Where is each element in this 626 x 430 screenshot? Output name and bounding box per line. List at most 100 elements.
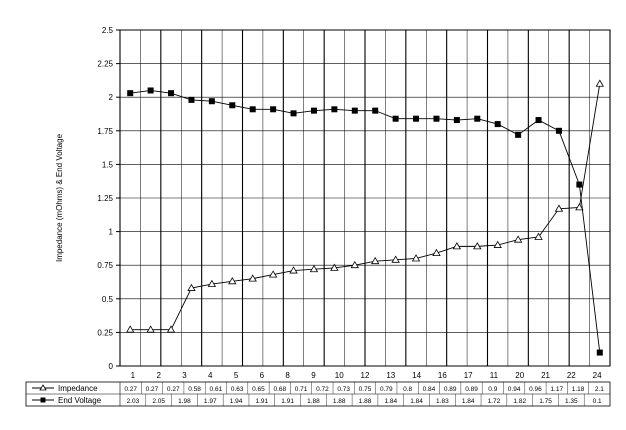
data-table-cell: 0.1 (593, 398, 602, 405)
data-table-cell: 0.89 (465, 386, 478, 393)
data-table-cell: 1.75 (539, 398, 552, 405)
x-tick-label: 6 (260, 371, 265, 380)
data-point-square (229, 102, 236, 109)
y-tick-label: 0 (109, 362, 114, 371)
data-point-triangle (350, 260, 359, 269)
data-table-cell: 0.9 (488, 386, 497, 393)
x-tick-label: 12 (361, 371, 370, 380)
data-table-cell: 0.27 (124, 386, 137, 393)
data-point-square (168, 90, 175, 97)
data-point-triangle (473, 242, 482, 250)
x-tick-label: 24 (593, 371, 602, 380)
data-point-square (270, 106, 277, 113)
data-point-triangle (534, 232, 543, 240)
data-table-cell: 0.61 (210, 386, 223, 393)
data-table-cell: 1.17 (550, 386, 563, 393)
y-tick-label: 1.5 (102, 160, 114, 169)
series-line (130, 83, 601, 331)
y-axis-label: Impedance (mOhms) & End Voltage (55, 133, 64, 262)
x-tick-label: 20 (515, 371, 524, 380)
series-line (130, 90, 601, 353)
data-table-cell: 1.18 (572, 386, 585, 393)
legend-label: End Voltage (58, 396, 102, 405)
data-point-triangle (126, 325, 135, 333)
data-point-triangle (493, 240, 502, 248)
y-tick-label: 1.75 (97, 127, 113, 136)
data-point-square (310, 107, 317, 114)
data-point-triangle (146, 325, 155, 333)
data-table-cell: 1.83 (436, 398, 449, 405)
data-point-triangle (432, 248, 441, 257)
data-point-square (351, 107, 358, 114)
x-tick-label: 17 (464, 371, 473, 380)
y-tick-label: 0.5 (102, 295, 114, 304)
data-point-triangle (268, 270, 278, 278)
data-point-square (474, 115, 481, 122)
data-table-cell: 2.1 (595, 386, 604, 393)
data-table-cell: 0.58 (188, 386, 201, 393)
y-tick-label: 2.5 (102, 26, 114, 35)
data-point-triangle (554, 204, 564, 212)
x-tick-label: 8 (285, 371, 290, 380)
data-table-cell: 2.03 (127, 398, 140, 405)
legend-marker-triangle (39, 384, 47, 391)
data-table-cell: 0.63 (231, 386, 244, 393)
data-point-triangle (330, 263, 339, 271)
x-tick-label: 21 (541, 371, 550, 380)
x-tick-label: 16 (438, 371, 447, 380)
data-table-cell: 1.97 (204, 398, 217, 405)
x-tick-label: 4 (208, 371, 213, 380)
data-point-square (555, 127, 562, 134)
data-point-square (147, 87, 154, 94)
x-tick-label: 13 (386, 371, 395, 380)
data-table-cell: 0.73 (337, 386, 350, 393)
x-tick-label: 1 (131, 371, 136, 380)
x-tick-label: 22 (567, 371, 576, 380)
data-point-square (515, 131, 522, 138)
data-table-cell: 0.79 (380, 386, 393, 393)
x-tick-label: 11 (490, 371, 499, 380)
y-tick-label: 2 (109, 93, 114, 102)
data-point-triangle (575, 203, 584, 211)
data-point-triangle (371, 256, 380, 265)
data-point-square (331, 106, 338, 113)
data-table-cell: 0.96 (529, 386, 542, 393)
data-table-cell: 0.72 (316, 386, 329, 393)
data-table-cell: 1.84 (462, 398, 475, 405)
data-table-cell: 1.88 (359, 398, 372, 405)
data-table-cell: 1.88 (307, 398, 320, 405)
legend-label: Impedance (58, 384, 98, 393)
data-table-cell: 2.05 (152, 398, 165, 405)
data-point-triangle (411, 254, 421, 262)
data-table-cell: 1.82 (513, 398, 526, 405)
data-point-triangle (309, 264, 319, 273)
data-point-square (453, 117, 460, 124)
data-table-cell: 1.91 (281, 398, 294, 405)
data-table-cell: 0.27 (146, 386, 159, 393)
data-point-triangle (595, 79, 604, 87)
x-tick-label: 14 (412, 371, 421, 380)
data-point-square (290, 110, 297, 117)
data-point-square (372, 107, 379, 114)
data-point-triangle (452, 242, 462, 250)
data-table-cell: 1.94 (230, 398, 243, 405)
data-point-triangle (513, 235, 523, 243)
data-table-cell: 0.68 (273, 386, 286, 393)
data-table-cell: 1.88 (333, 398, 346, 405)
data-point-square (413, 115, 420, 122)
legend-marker-square (40, 397, 46, 403)
data-point-square (535, 117, 542, 124)
data-point-square (127, 90, 134, 97)
data-point-square (188, 96, 195, 103)
data-table-cell: 0.27 (167, 386, 180, 393)
x-tick-label: 5 (234, 371, 239, 380)
x-tick-label: 3 (182, 371, 187, 380)
data-table-cell: 0.75 (359, 386, 372, 393)
y-tick-label: 1 (109, 228, 114, 237)
data-point-square (494, 121, 501, 128)
data-table-cell: 1.84 (384, 398, 397, 405)
data-table-cell: 0.65 (252, 386, 265, 393)
y-tick-label: 0.75 (97, 261, 113, 270)
